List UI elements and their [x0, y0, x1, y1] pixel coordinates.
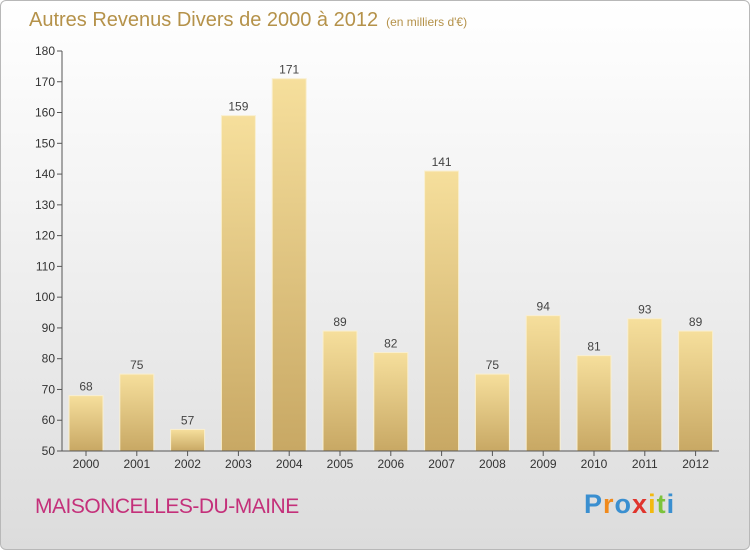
x-tick-label-2008: 2008 — [479, 457, 506, 471]
data-label-2009: 94 — [537, 300, 551, 314]
x-tick-label-2002: 2002 — [174, 457, 201, 471]
logo-letter: t — [656, 489, 667, 519]
data-label-2003: 159 — [228, 100, 248, 114]
y-tick-label-60: 60 — [42, 413, 56, 427]
data-label-2012: 89 — [689, 315, 703, 329]
y-tick-label-110: 110 — [36, 259, 55, 273]
logo-letter: r — [603, 489, 615, 519]
y-tick-label-120: 120 — [35, 229, 55, 243]
bar-2006 — [373, 352, 409, 452]
y-tick-label-160: 160 — [35, 106, 55, 120]
commune-name: MAISONCELLES-DU-MAINE — [35, 495, 299, 518]
y-tick-label-80: 80 — [42, 352, 56, 366]
logo-letter: o — [614, 489, 633, 519]
logo-letter: i — [648, 489, 657, 519]
bar-2001 — [119, 373, 155, 452]
data-label-2007: 141 — [432, 155, 452, 169]
y-tick-label-150: 150 — [35, 136, 55, 150]
proxiti-logo: Proxiti — [584, 489, 675, 520]
bar-2004 — [271, 78, 307, 452]
y-tick-label-100: 100 — [35, 290, 55, 304]
y-tick-label-180: 180 — [35, 44, 55, 58]
axes-layer: 2000 2001 2002 2003 2004 2005 2006 2007 2008 2009… — [35, 44, 719, 471]
data-label-2001: 75 — [130, 358, 144, 372]
x-tick-label-2012: 2012 — [682, 457, 709, 471]
bar-2002 — [170, 428, 206, 452]
data-label-2002: 57 — [181, 413, 195, 427]
x-tick-label-2005: 2005 — [327, 457, 354, 471]
title-row: Autres Revenus Divers de 2000 à 2012 (en … — [29, 9, 467, 32]
logo-letter: x — [632, 489, 649, 519]
data-label-2000: 68 — [79, 380, 93, 394]
x-tick-label-2009: 2009 — [530, 457, 557, 471]
y-tick-label-70: 70 — [42, 382, 56, 396]
x-tick-label-2001: 2001 — [123, 457, 150, 471]
data-label-2010: 81 — [587, 340, 601, 354]
y-tick-label-90: 90 — [42, 321, 56, 335]
logo-letter: i — [666, 489, 676, 519]
data-label-2004: 171 — [279, 63, 299, 77]
data-label-2011: 93 — [638, 303, 652, 317]
data-labels-layer: 68 75 57 159 171 89 82 141 75 94 81 93 89 — [79, 63, 702, 428]
bar-2003 — [220, 115, 256, 452]
bar-2009 — [525, 315, 561, 452]
y-tick-label-170: 170 — [35, 75, 55, 89]
y-tick-label-50: 50 — [42, 444, 56, 458]
x-tick-label-2006: 2006 — [377, 457, 404, 471]
x-tick-label-2003: 2003 — [225, 457, 252, 471]
bar-2010 — [576, 355, 612, 452]
bar-2011 — [627, 318, 663, 452]
x-tick-label-2011: 2011 — [632, 457, 658, 471]
x-tick-label-2010: 2010 — [581, 457, 608, 471]
x-tick-label-2000: 2000 — [73, 457, 100, 471]
bar-2007 — [424, 170, 460, 452]
data-label-2006: 82 — [384, 337, 398, 351]
y-tick-label-130: 130 — [35, 198, 55, 212]
logo-letter: P — [584, 489, 604, 519]
data-label-2008: 75 — [486, 358, 500, 372]
bar-2005 — [322, 330, 358, 452]
x-tick-label-2007: 2007 — [428, 457, 455, 471]
data-label-2005: 89 — [333, 315, 347, 329]
chart-unit: (en milliers d'€) — [386, 15, 468, 29]
bars-layer — [68, 78, 714, 452]
x-tick-label-2004: 2004 — [276, 457, 303, 471]
y-tick-label-140: 140 — [35, 167, 55, 181]
bar-2008 — [474, 373, 510, 452]
bar-2000 — [68, 395, 104, 452]
bar-2012 — [678, 330, 714, 452]
chart-title: Autres Revenus Divers de 2000 à 2012 — [29, 9, 379, 31]
